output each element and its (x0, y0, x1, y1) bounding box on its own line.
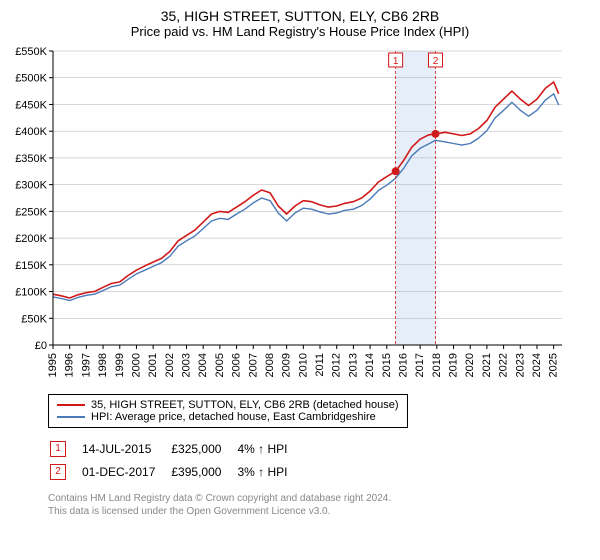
svg-text:2012: 2012 (331, 353, 343, 377)
svg-text:2005: 2005 (214, 353, 226, 377)
legend-row: HPI: Average price, detached house, East… (57, 411, 399, 423)
svg-text:2019: 2019 (448, 353, 460, 377)
svg-text:1998: 1998 (97, 353, 109, 377)
chart-container: £0 £50K £100K £150K £200K £250K £300K £350K £400… (8, 45, 592, 390)
page-title: 35, HIGH STREET, SUTTON, ELY, CB6 2RB (8, 8, 592, 24)
svg-text:£200K: £200K (15, 233, 47, 245)
svg-text:£400K: £400K (15, 126, 47, 138)
svg-text:1997: 1997 (80, 353, 92, 377)
svg-text:2003: 2003 (181, 353, 193, 377)
svg-text:2021: 2021 (481, 353, 493, 377)
transaction-delta: 3% ↑ HPI (237, 461, 301, 482)
legend-swatch (57, 416, 85, 418)
legend-label: HPI: Average price, detached house, East… (91, 411, 376, 423)
transaction-price: £395,000 (171, 461, 235, 482)
legend-swatch (57, 404, 85, 406)
svg-text:£0: £0 (35, 340, 47, 352)
svg-text:2006: 2006 (231, 353, 243, 377)
svg-text:2001: 2001 (147, 353, 159, 377)
transactions-table: 1 14-JUL-2015£325,0004% ↑ HPI 2 01-DEC-2017… (48, 436, 303, 484)
svg-text:£300K: £300K (15, 180, 47, 192)
svg-text:2002: 2002 (164, 353, 176, 377)
svg-text:2011: 2011 (314, 353, 326, 377)
svg-text:2010: 2010 (297, 353, 309, 377)
svg-text:2016: 2016 (397, 353, 409, 377)
svg-text:£550K: £550K (15, 46, 47, 58)
page-subtitle: Price paid vs. HM Land Registry's House … (8, 24, 592, 39)
table-row: 2 01-DEC-2017£395,0003% ↑ HPI (50, 461, 301, 482)
svg-text:£450K: £450K (15, 99, 47, 111)
svg-text:2008: 2008 (264, 353, 276, 377)
svg-text:2023: 2023 (514, 353, 526, 377)
svg-text:2004: 2004 (197, 353, 209, 377)
svg-text:£100K: £100K (15, 287, 47, 299)
svg-text:2: 2 (433, 56, 439, 67)
footer-attribution: Contains HM Land Registry data © Crown c… (48, 492, 592, 518)
transaction-badge: 1 (50, 441, 66, 457)
svg-text:1996: 1996 (64, 353, 76, 377)
svg-text:1995: 1995 (47, 353, 59, 377)
svg-text:£350K: £350K (15, 153, 47, 165)
transaction-date: 01-DEC-2017 (82, 461, 169, 482)
legend-row: 35, HIGH STREET, SUTTON, ELY, CB6 2RB (d… (57, 399, 399, 411)
svg-text:2009: 2009 (281, 353, 293, 377)
svg-text:2024: 2024 (531, 353, 543, 377)
transaction-date: 14-JUL-2015 (82, 438, 169, 459)
transaction-badge: 2 (50, 464, 66, 480)
svg-text:2014: 2014 (364, 353, 376, 377)
svg-text:£500K: £500K (15, 73, 47, 85)
svg-text:2013: 2013 (347, 353, 359, 377)
svg-text:1999: 1999 (114, 353, 126, 377)
footer-line-1: Contains HM Land Registry data © Crown c… (48, 492, 592, 505)
price-chart: £0 £50K £100K £150K £200K £250K £300K £350K £400… (8, 45, 568, 385)
svg-text:2007: 2007 (247, 353, 259, 377)
transaction-delta: 4% ↑ HPI (237, 438, 301, 459)
legend-label: 35, HIGH STREET, SUTTON, ELY, CB6 2RB (d… (91, 399, 399, 411)
svg-text:£50K: £50K (21, 313, 47, 325)
svg-text:2022: 2022 (498, 353, 510, 377)
svg-text:£150K: £150K (15, 260, 47, 272)
svg-text:1: 1 (393, 56, 399, 67)
svg-text:2020: 2020 (464, 353, 476, 377)
legend-box: 35, HIGH STREET, SUTTON, ELY, CB6 2RB (d… (48, 394, 408, 428)
table-row: 1 14-JUL-2015£325,0004% ↑ HPI (50, 438, 301, 459)
svg-text:2000: 2000 (130, 353, 142, 377)
footer-line-2: This data is licensed under the Open Gov… (48, 505, 592, 518)
svg-text:£250K: £250K (15, 206, 47, 218)
transaction-price: £325,000 (171, 438, 235, 459)
svg-text:2018: 2018 (431, 353, 443, 377)
svg-text:2015: 2015 (381, 353, 393, 377)
svg-text:2025: 2025 (548, 353, 560, 377)
svg-text:2017: 2017 (414, 353, 426, 377)
